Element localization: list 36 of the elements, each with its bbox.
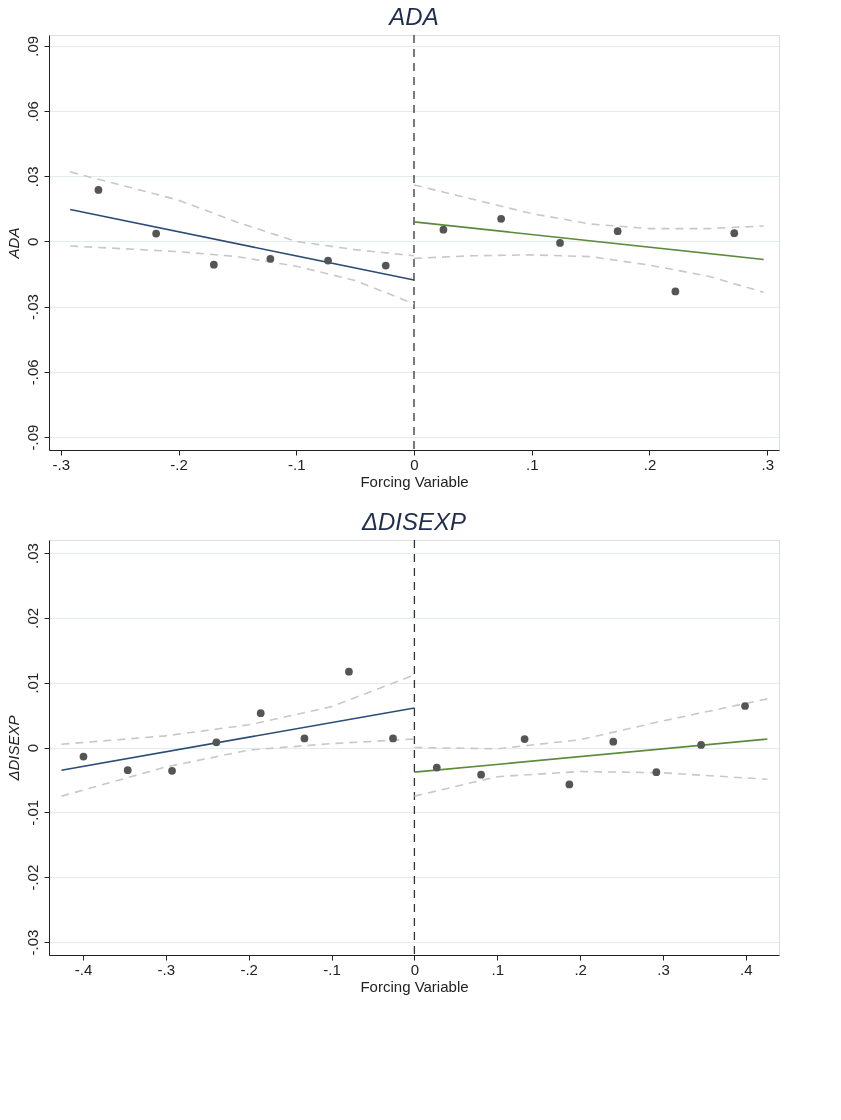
y-tick-label: -.06: [23, 359, 41, 386]
x-tick-label: .4: [740, 960, 753, 978]
x-tick-label: .1: [525, 455, 539, 473]
x-tick-label: -.1: [323, 960, 341, 978]
y-tick-label: .01: [23, 672, 41, 694]
y-tick-label: .03: [23, 543, 41, 564]
y-tick-label: 0: [23, 237, 41, 247]
chart-title: ΔDISEXP: [360, 508, 467, 536]
y-tick-label: -.03: [23, 929, 41, 956]
y-axis-title: ΔDISEXP: [4, 715, 22, 782]
y-tick-label: -.02: [23, 864, 41, 891]
x-tick-label: -.3: [157, 960, 176, 978]
x-tick-label: .3: [761, 455, 774, 473]
x-tick-label: 0: [410, 455, 419, 473]
x-tick-label: -.2: [240, 960, 258, 978]
y-axis-title: ADA: [4, 227, 22, 260]
chart-title: ADA: [387, 3, 439, 31]
x-tick-label: .2: [574, 960, 587, 978]
x-tick-label: -.4: [74, 960, 93, 978]
x-axis-title: Forcing Variable: [360, 977, 469, 995]
x-tick-label: .3: [657, 960, 670, 978]
x-tick-label: 0: [410, 960, 420, 978]
x-tick-label: -.2: [170, 455, 188, 473]
y-tick-label: -.01: [23, 799, 41, 826]
y-tick-label: 0: [23, 743, 41, 753]
x-axis-title: Forcing Variable: [360, 472, 469, 490]
x-tick-label: .1: [491, 960, 505, 978]
y-tick-label: .03: [23, 166, 41, 188]
x-tick-label: -.1: [288, 455, 306, 473]
x-tick-label: .2: [643, 455, 657, 473]
y-tick-label: -.03: [23, 294, 41, 321]
y-tick-label: .09: [23, 35, 41, 57]
y-tick-label: .06: [23, 101, 41, 122]
y-tick-label: -.09: [23, 424, 41, 451]
y-tick-label: .02: [23, 607, 41, 629]
x-tick-label: -.3: [52, 455, 71, 473]
